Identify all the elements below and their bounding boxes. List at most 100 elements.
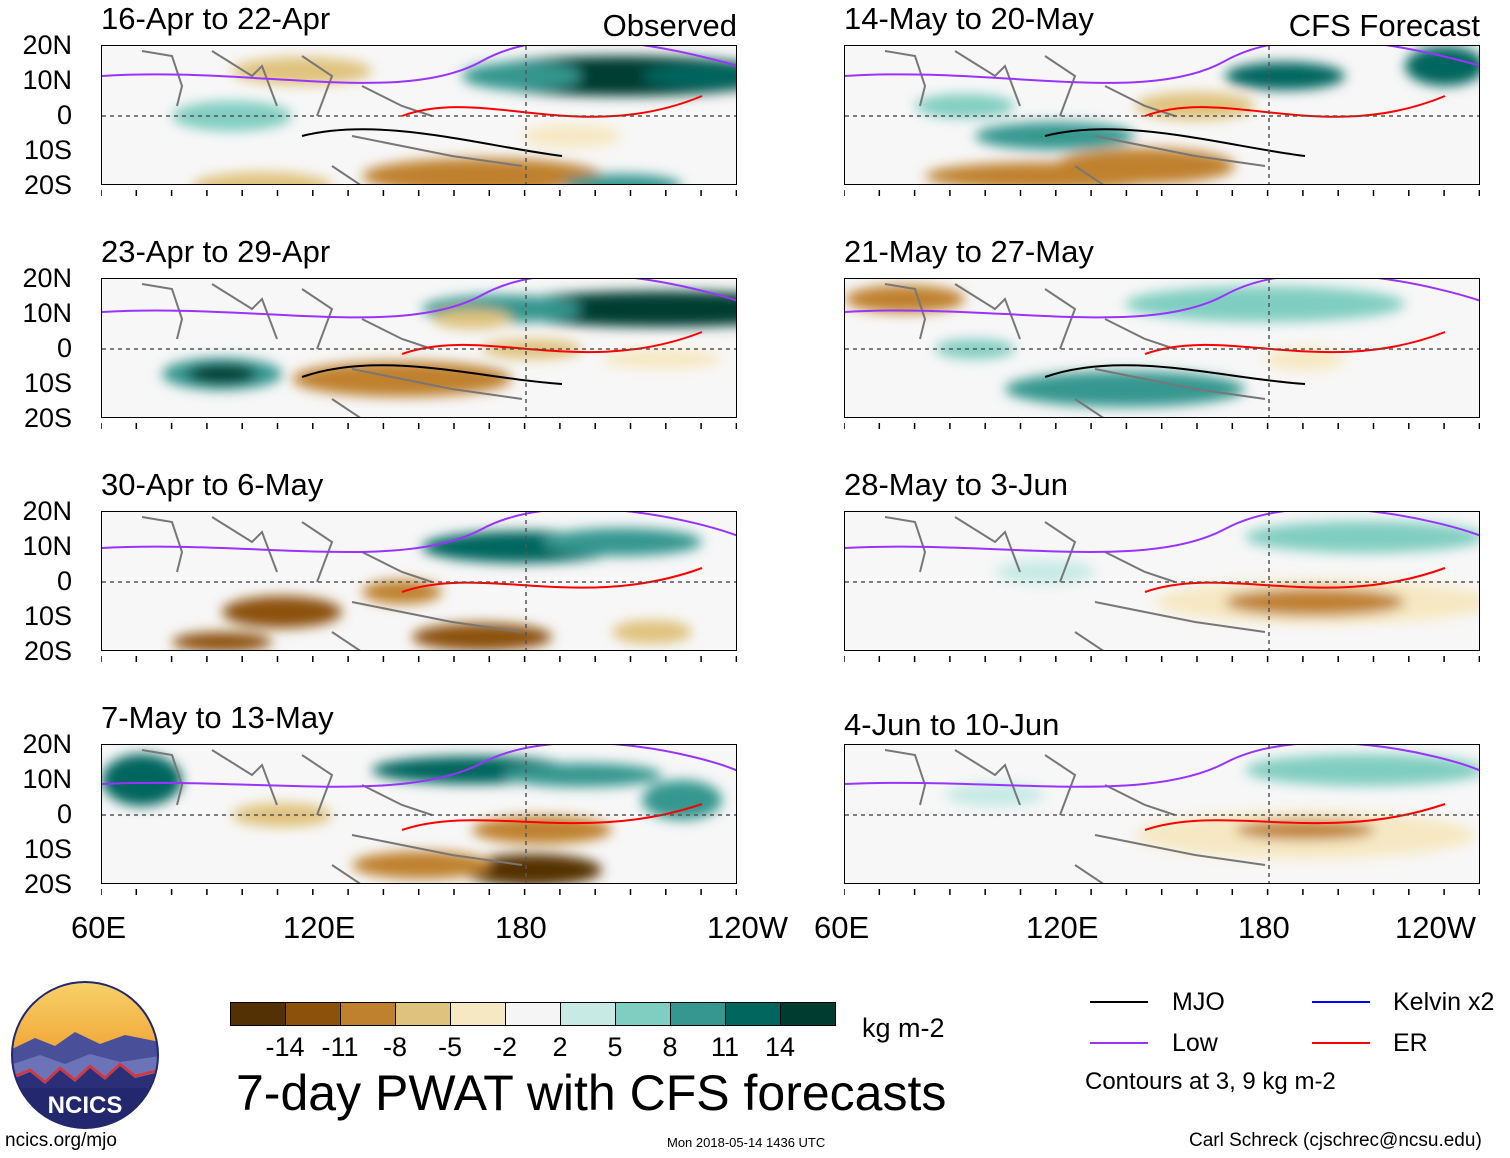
lat-label: 10S: [23, 135, 72, 165]
colorbar-tick-label: 5: [607, 1032, 623, 1062]
contour-er: [1144, 331, 1446, 355]
panel-title: 7-May to 13-May: [101, 700, 334, 735]
legend-mjo-line: [1090, 1001, 1148, 1003]
pwat-anomaly-blob: [542, 528, 702, 556]
pwat-anomaly-blob: [192, 172, 332, 184]
lat-label: 0: [56, 799, 72, 829]
pwat-anomaly-blob: [845, 285, 965, 313]
axis-ticks: [100, 418, 738, 436]
lon-label: 60E: [814, 910, 870, 945]
panel-title: 16-Apr to 22-Apr: [101, 1, 331, 36]
pwat-anomaly-blob: [502, 763, 662, 787]
contour-low: [102, 279, 736, 319]
ncics-logo: NCICS: [10, 980, 160, 1130]
panel-title: 30-Apr to 6-May: [101, 467, 324, 502]
contour-er: [1144, 567, 1446, 593]
colorbar-swatch: [725, 1002, 781, 1026]
contour-low: [845, 745, 1479, 788]
lon-label: 120E: [1026, 910, 1099, 945]
lat-label: 20S: [23, 403, 72, 433]
pwat-anomaly-blob: [462, 62, 582, 90]
axis-ticks: [843, 418, 1481, 436]
colorbar-tick-label: 14: [764, 1032, 796, 1062]
legend-er-line: [1312, 1042, 1370, 1044]
lon-label: 180: [1238, 910, 1290, 945]
colorbar-swatch: [615, 1002, 671, 1026]
pwat-map-panel: [101, 511, 737, 651]
lat-label: 10N: [22, 531, 72, 561]
pwat-anomaly-blob: [642, 64, 736, 88]
coastline: [141, 283, 523, 417]
panel-title: 4-Jun to 10-Jun: [844, 707, 1060, 742]
contour-low: [845, 46, 1479, 84]
lat-label: 10N: [22, 298, 72, 328]
colorbar-swatch: [230, 1002, 286, 1026]
lat-label: 20S: [23, 170, 72, 200]
axis-ticks: [100, 185, 738, 203]
colorbar-swatch: [780, 1002, 836, 1026]
lon-label: 120E: [283, 910, 356, 945]
pwat-anomaly-blob: [1005, 371, 1245, 407]
contour-mjo: [1044, 364, 1306, 385]
pwat-anomaly-blob: [642, 780, 722, 820]
pwat-anomaly-blob: [232, 803, 332, 827]
lat-label: 10S: [23, 368, 72, 398]
colorbar-tick-label: -8: [382, 1032, 407, 1062]
colorbar-tick-label: -11: [321, 1032, 359, 1062]
pwat-map-panel: [101, 744, 737, 884]
lat-label: 10S: [23, 601, 72, 631]
legend-low-label: Low: [1172, 1029, 1218, 1057]
contour-low: [102, 512, 736, 553]
colorbar-tick-label: -14: [265, 1032, 305, 1062]
axis-ticks: [843, 884, 1481, 902]
contour-er: [401, 95, 703, 118]
pwat-map-panel: [101, 45, 737, 185]
contours-note: Contours at 3, 9 kg m-2: [1085, 1068, 1336, 1095]
pwat-anomaly-blob: [362, 158, 602, 184]
colorbar-swatch: [395, 1002, 451, 1026]
lat-label: 20N: [22, 496, 72, 526]
pwat-anomaly-blob: [1245, 754, 1479, 786]
pwat-anomaly-blob: [995, 560, 1095, 584]
legend-mjo-label: MJO: [1172, 988, 1225, 1016]
logo-text: NCICS: [48, 1092, 123, 1119]
pwat-anomaly-blob: [187, 364, 257, 384]
lat-label: 0: [56, 333, 72, 363]
lon-label: 120W: [1395, 910, 1476, 945]
pwat-anomaly-blob: [925, 162, 1165, 184]
footer-author: Carl Schreck (cjschrec@ncsu.edu): [1189, 1130, 1482, 1151]
pwat-map-panel: [844, 744, 1480, 884]
coastline: [141, 50, 523, 184]
colorbar-tick-label: 2: [552, 1032, 568, 1062]
panel-title: 28-May to 3-Jun: [844, 467, 1068, 502]
pwat-anomaly-blob: [102, 754, 182, 806]
contour-mjo: [1044, 128, 1306, 157]
pwat-anomaly-blob: [602, 349, 722, 369]
pwat-anomaly-blob: [975, 122, 1135, 150]
pwat-anomaly-blob: [612, 620, 692, 644]
lon-label: 60E: [71, 910, 127, 945]
coastline: [884, 50, 1266, 184]
pwat-anomaly-blob: [562, 174, 682, 184]
coastline: [884, 516, 1266, 650]
pwat-anomaly-blob: [522, 124, 622, 148]
lat-label: 0: [56, 566, 72, 596]
pwat-anomaly-blob: [172, 632, 272, 650]
colorbar-swatch: [560, 1002, 616, 1026]
colorbar-swatch: [285, 1002, 341, 1026]
lat-label: 0: [56, 100, 72, 130]
contour-er: [1144, 803, 1446, 831]
pwat-anomaly-blob: [945, 783, 1045, 807]
lat-label: 10N: [22, 764, 72, 794]
footer-url[interactable]: ncics.org/mjo: [5, 1130, 117, 1151]
pwat-anomaly-blob: [915, 94, 1015, 118]
lat-label: 20N: [22, 263, 72, 293]
lat-label: 20N: [22, 729, 72, 759]
coastline: [884, 283, 1266, 417]
contour-low: [102, 46, 736, 84]
lat-label: 10S: [23, 834, 72, 864]
pwat-anomaly-blob: [1265, 347, 1345, 371]
pwat-anomaly-blob: [1405, 46, 1479, 86]
pwat-anomaly-blob: [1225, 588, 1405, 616]
pwat-map-panel: [844, 278, 1480, 418]
